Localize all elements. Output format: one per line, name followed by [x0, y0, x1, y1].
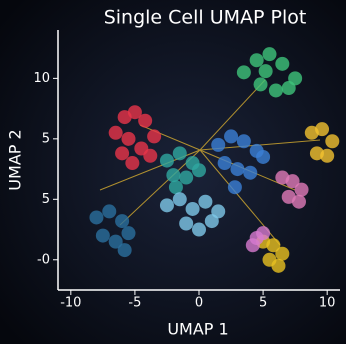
point [115, 146, 130, 161]
point [249, 53, 264, 68]
y-tick-label: 5 [42, 131, 50, 146]
point [256, 149, 271, 164]
point [266, 238, 281, 253]
point [211, 137, 226, 152]
point [236, 65, 251, 80]
point [172, 146, 187, 161]
point [236, 134, 251, 149]
x-axis-label: UMAP 1 [167, 320, 228, 339]
point [227, 180, 242, 195]
point [179, 170, 194, 185]
point [258, 64, 273, 79]
point [95, 228, 110, 243]
point [115, 214, 130, 229]
point [192, 222, 206, 237]
x-tick-label: 0 [195, 296, 203, 311]
point [325, 134, 340, 149]
point [108, 125, 123, 140]
y-tick-label: 5 [42, 192, 50, 207]
point [291, 194, 306, 209]
point [271, 258, 286, 273]
point [253, 77, 268, 92]
point [192, 163, 206, 178]
point [268, 83, 283, 98]
point [127, 105, 142, 120]
point [121, 226, 136, 241]
point [117, 243, 132, 258]
x-tick-label: -10 [60, 296, 81, 311]
point [172, 192, 187, 207]
point [245, 238, 260, 253]
x-tick-label: -5 [128, 296, 141, 311]
point [320, 148, 335, 163]
point [217, 156, 232, 171]
x-tick-label: 10 [319, 296, 336, 311]
point [204, 214, 219, 229]
point [138, 113, 153, 128]
y-tick-label: 10 [33, 71, 50, 86]
chart-title: Single Cell UMAP Plot [104, 7, 307, 29]
point [89, 210, 104, 225]
point [262, 47, 277, 62]
point [198, 194, 213, 209]
point [108, 234, 123, 249]
point [275, 56, 290, 71]
point [281, 81, 296, 96]
point [125, 156, 140, 171]
y-tick-label: -0 [37, 252, 50, 267]
point [102, 204, 117, 219]
point [143, 148, 158, 163]
point [159, 198, 174, 213]
x-tick-label: 5 [259, 296, 267, 311]
point [243, 165, 258, 180]
point [121, 131, 136, 146]
point [230, 162, 245, 177]
point [256, 226, 271, 241]
point [224, 129, 239, 144]
point [166, 168, 181, 183]
point [315, 122, 330, 137]
point [185, 201, 200, 216]
point [147, 129, 162, 144]
point [159, 153, 174, 168]
point [285, 174, 300, 189]
point [168, 180, 183, 195]
point [179, 216, 194, 231]
point [294, 182, 309, 197]
point [275, 246, 290, 261]
y-axis-label: UMAP 2 [6, 129, 25, 190]
